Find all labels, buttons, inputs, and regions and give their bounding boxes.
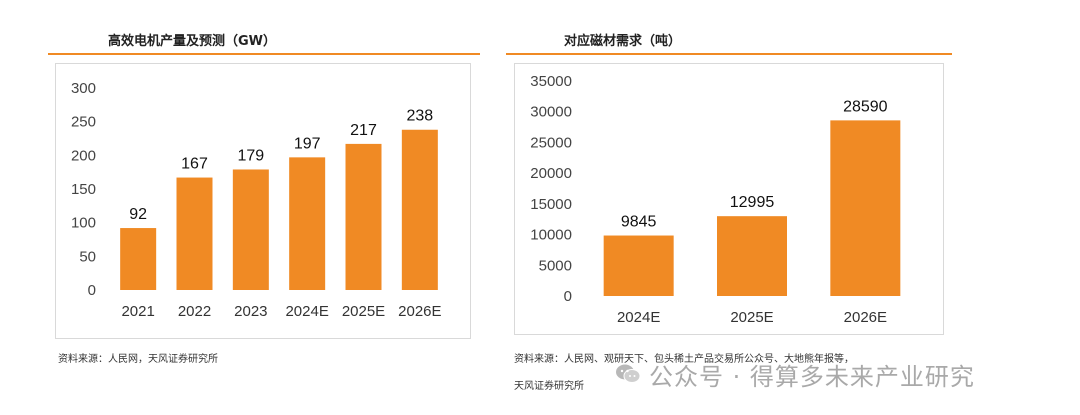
- left-data-label: 217: [350, 122, 377, 139]
- watermark-text: 公众号 · 得算多未来产业研究: [649, 362, 975, 391]
- right-source-note-line2: 天风证券研究所: [514, 381, 584, 392]
- right-ytick-label: 15000: [530, 196, 572, 213]
- left-data-label: 92: [129, 206, 147, 223]
- left-ytick-label: 100: [71, 215, 96, 232]
- left-chart-panel: 高效电机产量及预测（GW） 0 50 100 150 200 250 300 92 2021 16…: [0, 0, 480, 415]
- left-xtick-label: 2025E: [342, 303, 385, 320]
- left-bar-chart: 0 50 100 150 200 250 300 92 2021 167 2022 179 2023 19…: [71, 80, 442, 320]
- left-source-note: 资料来源：人民网，天风证券研究所: [58, 354, 218, 365]
- right-xtick-label: 2026E: [844, 309, 887, 326]
- left-ytick-label: 150: [71, 181, 96, 198]
- left-ytick-label: 50: [79, 248, 96, 265]
- left-xtick-label: 2024E: [285, 303, 328, 320]
- right-bar-2025e: [717, 216, 787, 296]
- left-data-label: 167: [181, 156, 208, 173]
- right-title-rule: [506, 53, 952, 55]
- left-chart-title: 高效电机产量及预测（GW）: [108, 34, 277, 49]
- watermark: 公众号 · 得算多未来产业研究: [615, 357, 1055, 391]
- left-xtick-label: 2022: [178, 303, 211, 320]
- right-bar-2024e: [603, 235, 674, 296]
- right-ytick-label: 0: [564, 288, 572, 305]
- left-data-label: 197: [294, 135, 321, 152]
- left-xtick-label: 2026E: [398, 303, 441, 320]
- right-ytick-label: 30000: [530, 104, 572, 121]
- right-data-label: 12995: [730, 194, 775, 211]
- left-bar-2026e: [401, 129, 438, 290]
- right-ytick-label: 20000: [530, 165, 572, 182]
- left-xtick-label: 2021: [121, 303, 154, 320]
- right-chart-title: 对应磁材需求（吨）: [564, 34, 682, 49]
- left-ytick-label: 300: [71, 80, 96, 97]
- right-source-note-line1: 资料来源：人民网、观研天下、包头稀土产品交易所公众号、大地熊年报等，: [514, 354, 854, 365]
- left-bar-2022: [176, 177, 213, 290]
- right-xtick-label: 2024E: [617, 309, 660, 326]
- left-bar-2025e: [345, 143, 382, 290]
- left-xtick-label: 2023: [234, 303, 267, 320]
- wechat-icon: [615, 363, 641, 385]
- left-title-rule: [48, 53, 480, 55]
- right-bar-2026e: [830, 120, 901, 296]
- left-bar-2023: [232, 169, 269, 290]
- left-bar-2024e: [289, 157, 326, 290]
- right-xtick-label: 2025E: [730, 309, 773, 326]
- left-bar-2021: [120, 228, 157, 290]
- left-data-label: 179: [237, 147, 264, 164]
- right-data-label: 9845: [621, 214, 657, 231]
- right-chart-panel: 对应磁材需求（吨） 0 5000 10000 15000 20000 25000 30000…: [500, 0, 1080, 415]
- right-ytick-label: 25000: [530, 134, 572, 151]
- right-ytick-label: 5000: [539, 257, 572, 274]
- right-data-label: 28590: [843, 98, 888, 115]
- right-bar-chart: 0 5000 10000 15000 20000 25000 30000 35000 9845 2…: [530, 73, 901, 326]
- left-ytick-label: 200: [71, 147, 96, 164]
- left-ytick-label: 0: [88, 282, 96, 299]
- right-ytick-label: 35000: [530, 73, 572, 90]
- left-ytick-label: 250: [71, 114, 96, 131]
- left-data-label: 238: [406, 108, 433, 125]
- right-ytick-label: 10000: [530, 227, 572, 244]
